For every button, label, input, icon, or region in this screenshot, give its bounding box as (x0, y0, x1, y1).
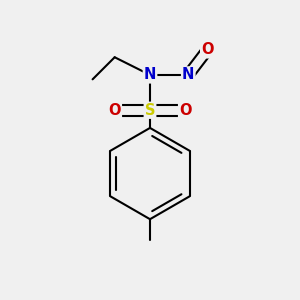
Text: O: O (108, 103, 121, 118)
Text: N: N (182, 68, 194, 82)
Text: N: N (144, 68, 156, 82)
Text: O: O (179, 103, 192, 118)
Text: S: S (145, 103, 155, 118)
Text: O: O (201, 42, 214, 57)
